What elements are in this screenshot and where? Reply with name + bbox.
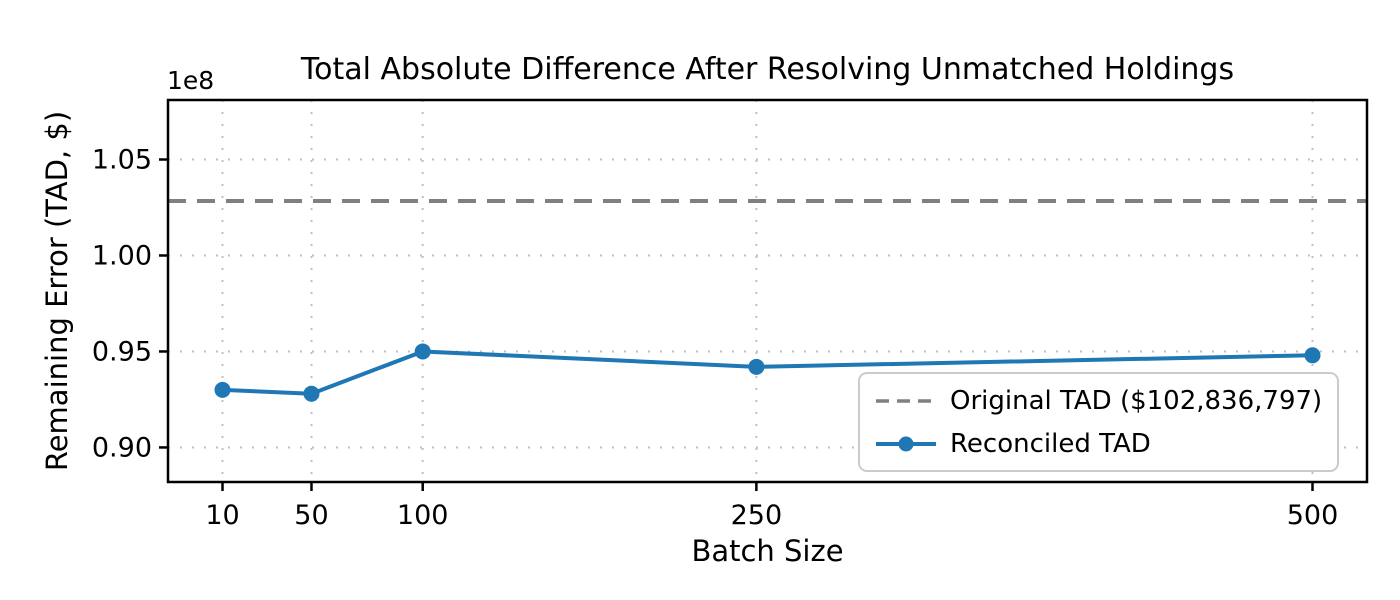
x-tick-label: 50 — [294, 500, 328, 531]
x-tick-label: 10 — [205, 500, 239, 531]
y-tick-label: 0.90 — [92, 432, 152, 463]
dashed-line-sample-icon — [876, 398, 936, 403]
x-tick-label: 250 — [731, 500, 783, 531]
data-point-marker — [748, 358, 765, 375]
line-marker-sample-icon — [876, 436, 936, 451]
y-axis-label: Remaining Error (TAD, $) — [40, 110, 74, 472]
legend-item-original-tad: Original TAD ($102,836,797) — [875, 379, 1322, 422]
legend-label-original-tad: Original TAD ($102,836,797) — [950, 385, 1323, 416]
data-point-marker — [414, 343, 431, 360]
legend-item-reconciled-tad: Reconciled TAD — [875, 422, 1322, 465]
plot-border — [166, 98, 1369, 484]
y-tick-label: 1.05 — [92, 145, 152, 176]
legend: Original TAD ($102,836,797) Reconciled T… — [858, 372, 1340, 472]
x-tick-label: 500 — [1287, 500, 1339, 531]
x-axis-label: Batch Size — [691, 534, 844, 568]
x-tick-label: 100 — [397, 500, 449, 531]
y-tick-label: 1.00 — [92, 240, 152, 271]
data-point-marker — [303, 385, 320, 402]
y-axis-offset-label: 1e8 — [167, 66, 215, 95]
legend-label-reconciled-tad: Reconciled TAD — [950, 428, 1151, 459]
data-point-marker — [1304, 347, 1321, 364]
y-tick-label: 0.95 — [92, 336, 152, 367]
data-point-marker — [214, 381, 231, 398]
chart-title: Total Absolute Difference After Resolvin… — [300, 52, 1235, 87]
